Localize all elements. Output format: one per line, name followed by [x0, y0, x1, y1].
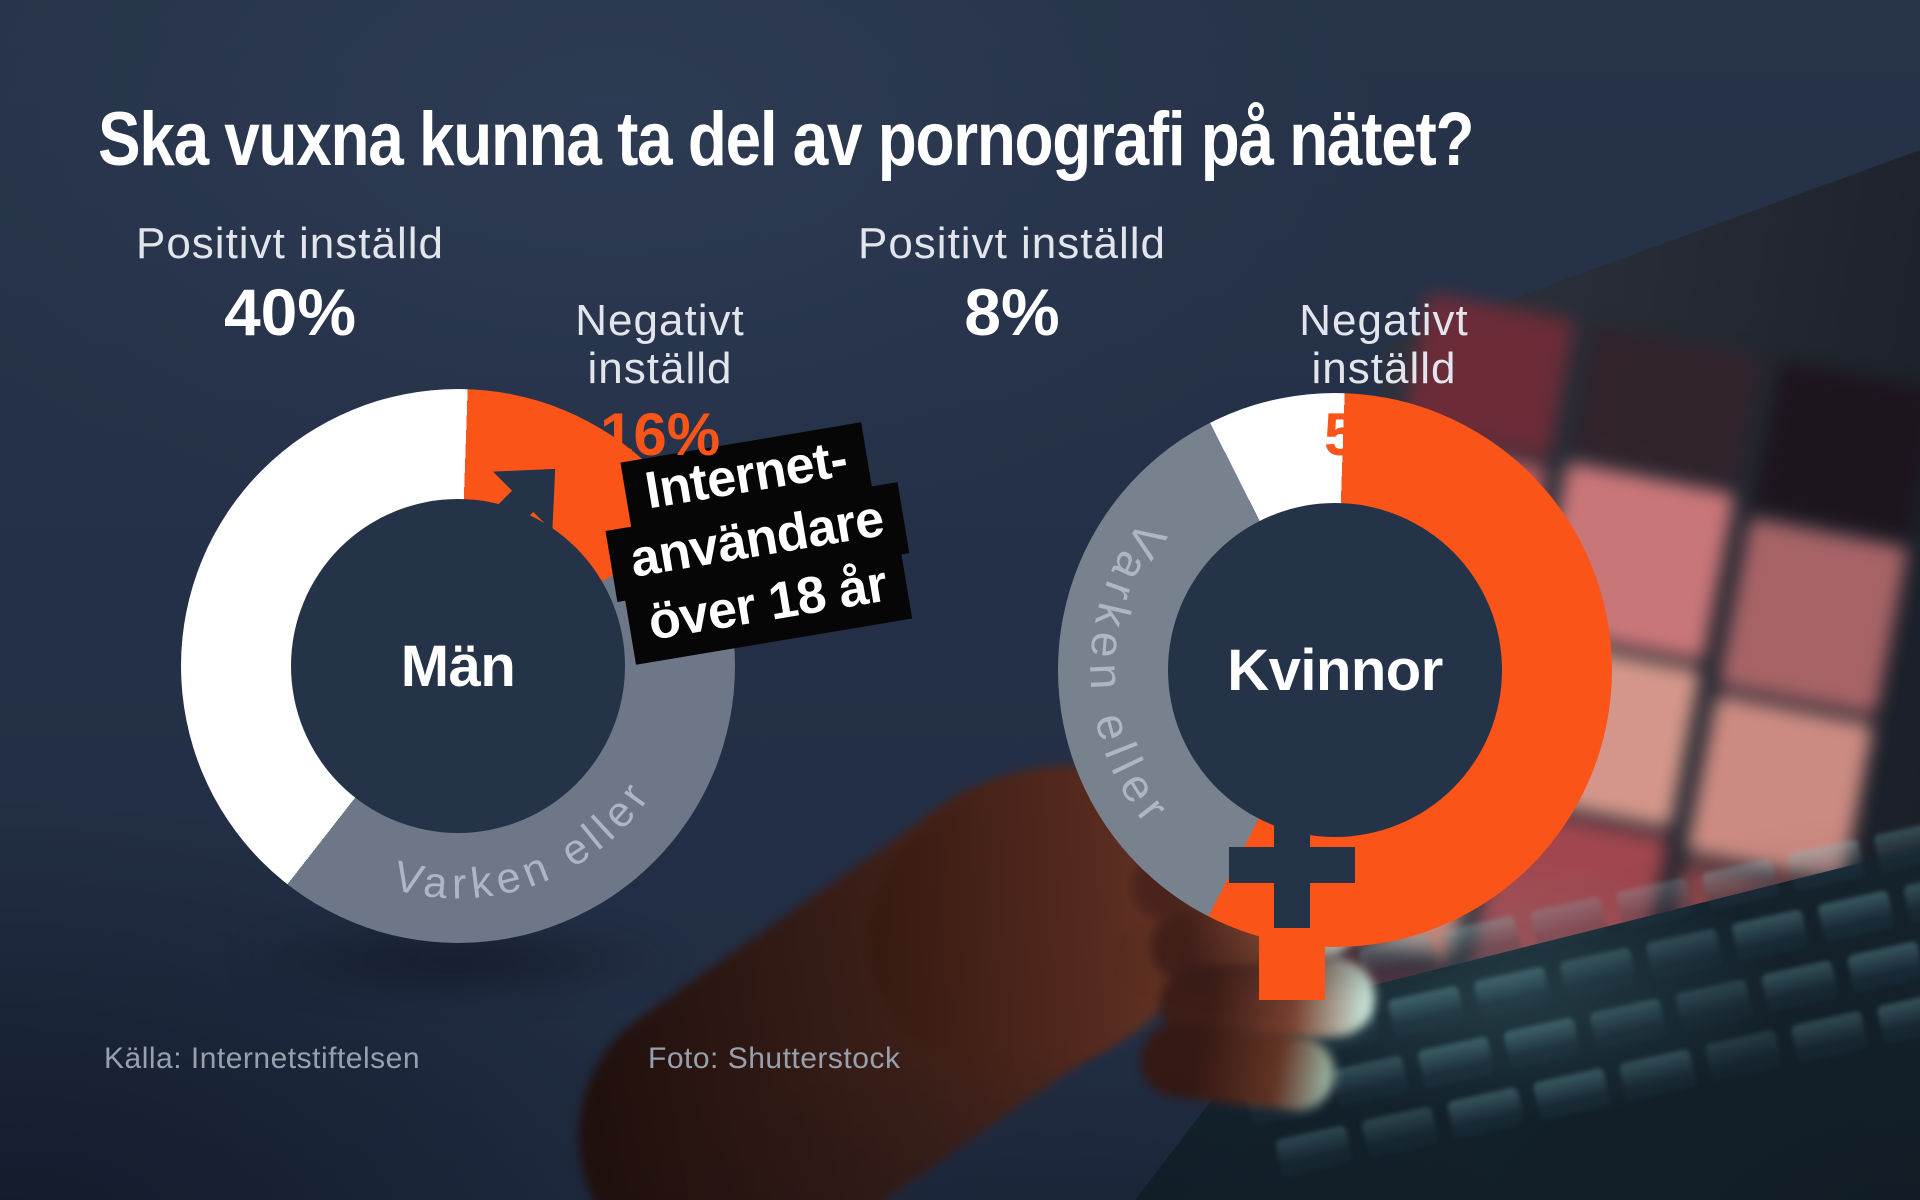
keyboard-key	[1790, 1010, 1869, 1064]
donut-hole-women: Kvinnor	[1168, 503, 1502, 837]
source-caption: Källa: Internetstiftelsen	[104, 1042, 421, 1075]
donut-hole-men: Män	[291, 499, 625, 833]
photo-credit-caption: Foto: Shutterstock	[648, 1042, 901, 1075]
keyboard-key	[1416, 1035, 1496, 1089]
donut-center-label-women: Kvinnor	[1227, 637, 1443, 703]
label-negative-men-line1: Negativt	[575, 296, 745, 345]
label-negative-men: Negativt inställd	[520, 297, 800, 393]
keyboard-key	[1846, 940, 1920, 994]
label-negative-men-line2: inställd	[587, 344, 733, 393]
keyboard-key	[1331, 1054, 1410, 1108]
keyboard-key	[1704, 1029, 1783, 1083]
female-symbol-cross-icon	[1229, 847, 1355, 883]
keyboard-key	[1674, 978, 1754, 1032]
value-positive-men: 40%	[223, 275, 357, 349]
value-negative-men: 16%	[599, 401, 721, 468]
keyboard-key	[1618, 1048, 1698, 1102]
keyboard-key	[1502, 1016, 1582, 1070]
keyboard-key	[1730, 908, 1810, 962]
keyboard-key	[1760, 959, 1840, 1013]
keyboard-key	[1274, 1124, 1354, 1178]
keyboard-key	[1588, 997, 1668, 1051]
label-negative-women: Negativt inställd	[1244, 297, 1524, 393]
label-positive-women: Positivt inställd	[857, 219, 1166, 268]
keyboard-key	[1902, 870, 1920, 924]
value-negative-women: 57%	[1323, 401, 1445, 468]
label-negative-women-line1: Negativt	[1299, 296, 1469, 345]
keyboard-key	[1532, 1067, 1612, 1121]
donut-center-label-men: Män	[400, 633, 516, 699]
keyboard-key	[1360, 1105, 1440, 1159]
page-title: Ska vuxna kunna ta del av pornografi på …	[98, 97, 1474, 182]
value-positive-women: 8%	[964, 275, 1060, 349]
keyboard-key	[1816, 889, 1896, 943]
keyboard-key	[1645, 927, 1724, 981]
keyboard-key	[1876, 991, 1920, 1045]
label-positive-men: Positivt inställd	[135, 219, 444, 268]
donut-chart-women: Kvinnor	[1058, 393, 1612, 947]
label-negative-women-line2: inställd	[1311, 344, 1457, 393]
keyboard-key	[1446, 1086, 1526, 1140]
